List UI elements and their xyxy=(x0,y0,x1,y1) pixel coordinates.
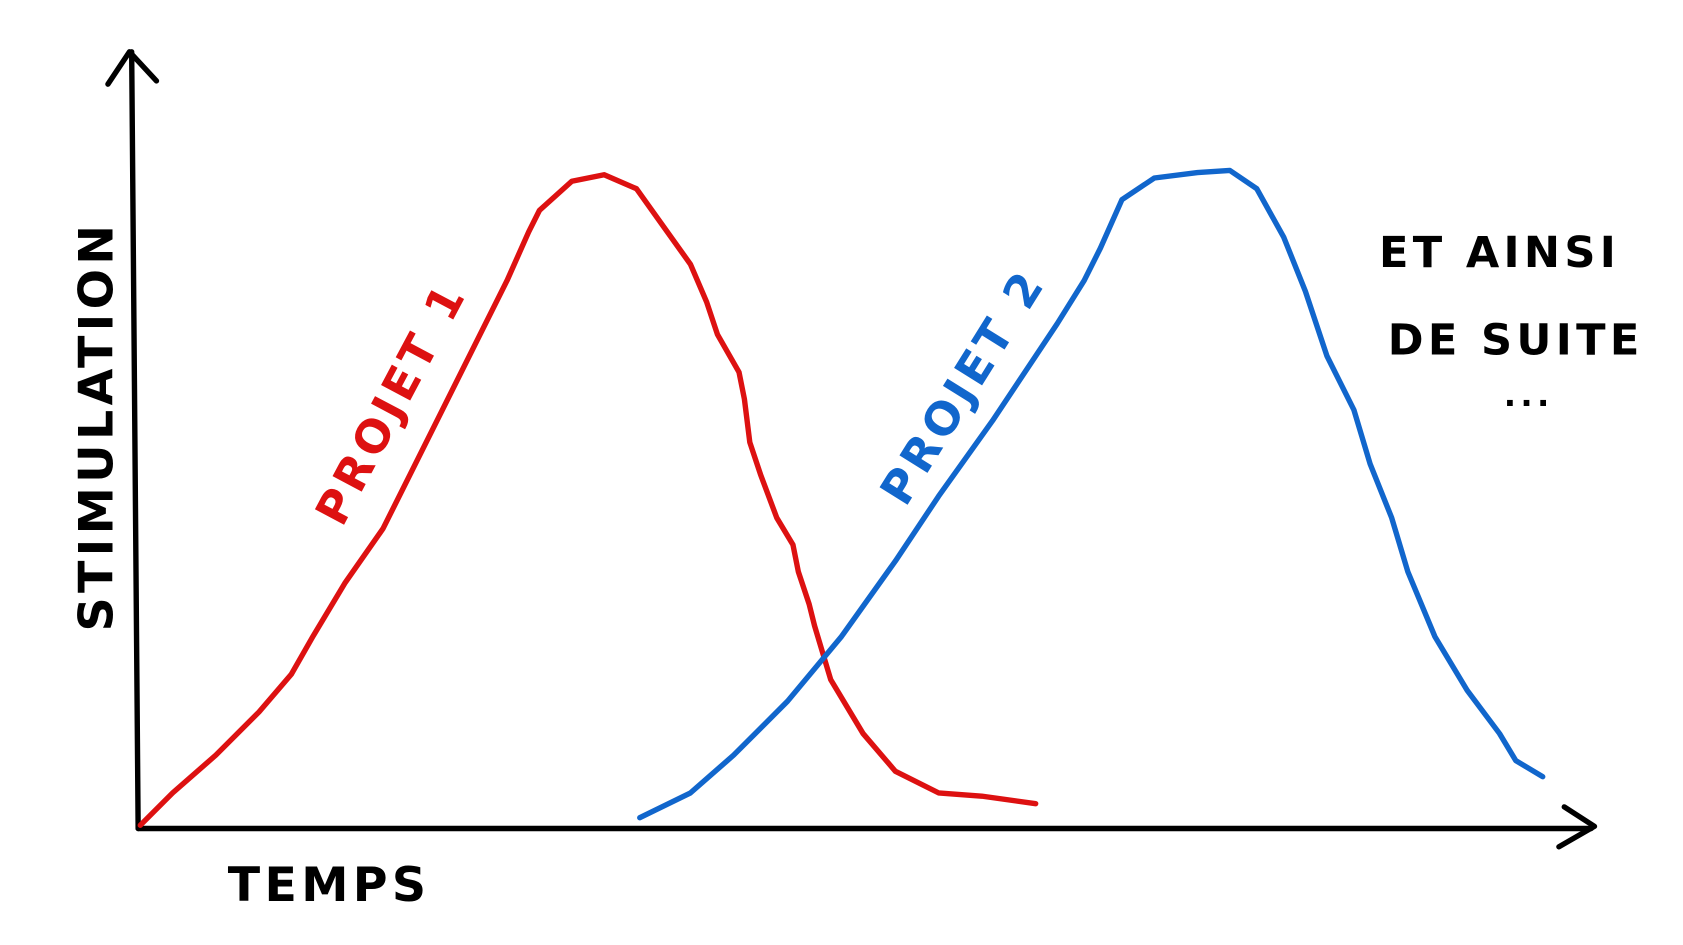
curve-projet-2 xyxy=(637,167,1546,821)
y-axis-arrow xyxy=(105,49,160,87)
curve-projet-1 xyxy=(137,172,1039,828)
curve-label: PROJET 2 xyxy=(870,259,1056,514)
note-line: ET AINSI xyxy=(1379,228,1620,278)
note-line: DE SUITE xyxy=(1388,316,1644,366)
y-axis xyxy=(128,49,141,832)
curve-label: PROJET 1 xyxy=(305,273,477,534)
y-axis-label: STIMULATION xyxy=(69,221,124,632)
note-line: ... xyxy=(1504,376,1554,414)
x-axis-arrow xyxy=(1556,804,1598,850)
x-axis-label: TEMPS xyxy=(228,858,431,913)
